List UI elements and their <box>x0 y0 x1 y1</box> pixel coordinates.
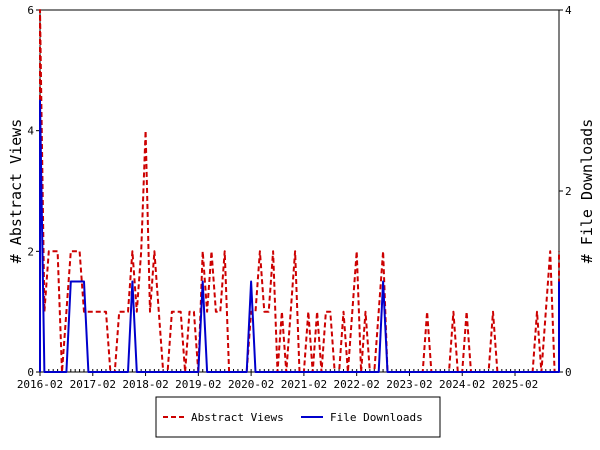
x-tick-label: 2018-02 <box>122 378 168 391</box>
legend-label-abstract-views: Abstract Views <box>191 411 284 424</box>
y-right-tick-label: 2 <box>565 185 572 198</box>
legend-box <box>155 396 441 438</box>
legend: Abstract Views File Downloads <box>155 396 441 438</box>
x-tick-label: 2017-02 <box>70 378 116 391</box>
y-left-tick-label: 4 <box>27 125 34 138</box>
y-axis-title-left: # Abstract Views <box>7 119 25 264</box>
y-left-tick-label: 0 <box>27 366 34 379</box>
y-left-tick-label: 6 <box>27 4 34 17</box>
x-tick-label: 2020-02 <box>228 378 274 391</box>
x-tick-label: 2021-02 <box>281 378 327 391</box>
series-line-file-downloads <box>39 99 560 373</box>
x-tick-label: 2016-02 <box>17 378 63 391</box>
x-tick-label: 2022-02 <box>333 378 379 391</box>
y-right-tick-label: 0 <box>565 366 572 379</box>
x-tick-label: 2024-02 <box>439 378 485 391</box>
y-right-tick-label: 4 <box>565 4 572 17</box>
y-axis-title-right: # File Downloads <box>578 119 596 264</box>
series-line-abstract-views <box>39 9 560 373</box>
y-left-tick-label: 2 <box>27 245 34 258</box>
x-tick-label: 2019-02 <box>175 378 221 391</box>
x-tick-label: 2025-02 <box>492 378 538 391</box>
x-tick-label: 2023-02 <box>386 378 432 391</box>
legend-label-file-downloads: File Downloads <box>330 411 423 424</box>
